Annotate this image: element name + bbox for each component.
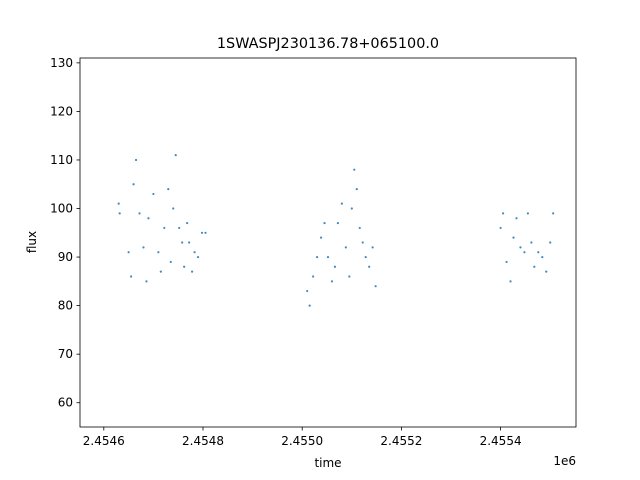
data-point	[152, 192, 155, 196]
data-point	[118, 212, 121, 215]
data-point	[159, 270, 162, 273]
y-tick-label: 80	[58, 299, 73, 313]
data-point	[509, 280, 512, 283]
data-point	[129, 275, 133, 278]
data-point	[515, 217, 518, 220]
data-point	[340, 202, 343, 205]
data-point	[523, 251, 526, 254]
x-axis-ticks: 2.4546 2.4548 2.4550 2.4552 2.4554	[83, 427, 522, 448]
data-point	[350, 207, 353, 210]
data-point	[361, 241, 364, 244]
data-point	[358, 226, 361, 230]
x-tick-label: 2.4554	[480, 434, 522, 448]
y-tick-label: 90	[58, 250, 73, 264]
data-point	[526, 212, 529, 215]
y-tick-label: 70	[58, 347, 73, 361]
data-point	[374, 285, 377, 288]
data-point	[196, 255, 200, 259]
data-point	[190, 270, 194, 273]
data-point	[142, 246, 145, 249]
x-tick-label: 2.4552	[380, 434, 422, 448]
scatter-points-group	[117, 154, 555, 307]
data-point	[169, 260, 172, 264]
data-point	[186, 221, 189, 225]
data-point	[147, 217, 150, 220]
data-point	[138, 212, 141, 215]
data-point	[174, 154, 177, 157]
data-point	[183, 265, 186, 268]
data-point	[519, 246, 522, 249]
y-tick-label: 130	[50, 56, 73, 70]
data-point	[127, 251, 130, 254]
data-point	[499, 226, 502, 230]
data-point	[188, 241, 191, 244]
data-point	[315, 255, 319, 259]
x-axis-label: time	[314, 456, 341, 470]
data-point	[323, 221, 326, 225]
y-tick-label: 120	[50, 104, 73, 118]
data-point	[193, 251, 196, 254]
data-point	[545, 270, 548, 273]
data-point	[200, 231, 204, 234]
x-tick-label: 2.4546	[83, 434, 125, 448]
y-axis-ticks: 60 70 80 90 100 110 120 130	[50, 56, 80, 410]
data-point	[157, 251, 160, 254]
data-point	[533, 265, 536, 268]
data-point	[181, 241, 184, 244]
data-point	[364, 255, 367, 259]
data-point	[167, 187, 170, 191]
data-point	[505, 260, 508, 264]
y-axis-label: flux	[25, 231, 39, 253]
data-point	[549, 241, 552, 244]
data-point	[348, 275, 351, 278]
data-point	[163, 226, 166, 230]
data-point	[537, 251, 540, 254]
data-point	[204, 231, 207, 234]
y-tick-label: 60	[58, 396, 73, 410]
data-point	[326, 255, 330, 259]
data-point	[336, 221, 340, 225]
data-point	[306, 289, 309, 293]
data-point	[134, 158, 138, 162]
data-point	[501, 212, 505, 215]
data-point	[353, 168, 356, 171]
y-tick-label: 110	[50, 153, 73, 167]
x-offset-label: 1e6	[553, 454, 576, 468]
x-tick-label: 2.4548	[182, 434, 224, 448]
data-point	[552, 212, 555, 215]
data-point	[145, 280, 148, 283]
data-point	[344, 246, 347, 249]
data-point	[312, 275, 315, 278]
data-point	[172, 207, 175, 210]
x-tick-label: 2.4550	[281, 434, 323, 448]
y-tick-label: 100	[50, 202, 73, 216]
data-point	[330, 280, 334, 283]
data-point	[512, 236, 515, 239]
data-point	[308, 304, 311, 307]
data-point	[117, 202, 120, 205]
data-point	[368, 265, 371, 268]
data-point	[355, 187, 358, 191]
data-point	[530, 241, 533, 244]
data-point	[319, 236, 323, 239]
data-point	[178, 226, 181, 230]
plot-frame	[79, 57, 577, 428]
data-point	[333, 265, 337, 268]
chart-title: 1SWASPJ230136.78+065100.0	[217, 36, 439, 52]
data-point	[371, 246, 374, 249]
data-point	[132, 183, 135, 186]
data-point	[541, 255, 544, 259]
